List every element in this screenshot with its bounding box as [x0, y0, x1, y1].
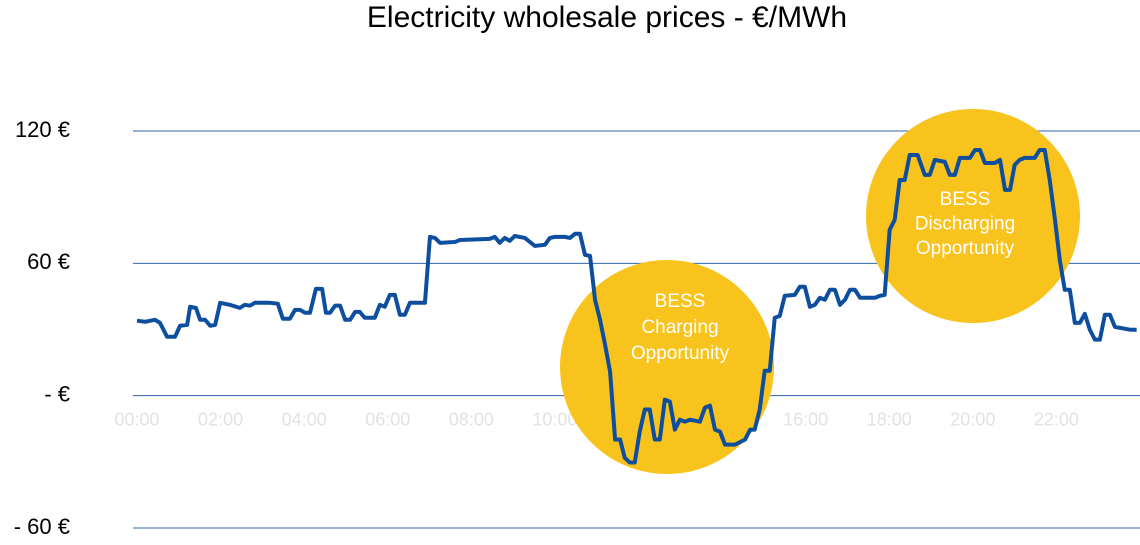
x-tick-label: 02:00 [198, 409, 243, 429]
x-tick-label: 04:00 [282, 409, 327, 429]
chart-title: Electricity wholesale prices - €/MWh [367, 1, 847, 34]
x-tick-label: 22:00 [1034, 409, 1079, 429]
annotation-text: Discharging [915, 214, 1015, 235]
x-tick-label: 08:00 [449, 409, 494, 429]
x-tick-label: 18:00 [867, 409, 912, 429]
x-tick-label: 06:00 [365, 409, 410, 429]
annotation-text: BESS [655, 291, 706, 312]
price-line [136, 147, 1137, 465]
annotation-text: Opportunity [631, 343, 730, 364]
y-tick-label: - € [44, 381, 70, 406]
annotation-text: Charging [641, 317, 718, 338]
annotation-text: Opportunity [916, 238, 1015, 259]
x-tick-label: 16:00 [783, 409, 828, 429]
y-tick-label: - 60 € [14, 514, 70, 539]
annotation-text: BESS [940, 189, 991, 210]
y-tick-label: 60 € [27, 249, 70, 274]
y-tick-label: 120 € [15, 117, 70, 142]
x-tick-label: 10:00 [532, 409, 577, 429]
x-tick-label: 20:00 [950, 409, 995, 429]
x-tick-label: 00:00 [114, 409, 159, 429]
